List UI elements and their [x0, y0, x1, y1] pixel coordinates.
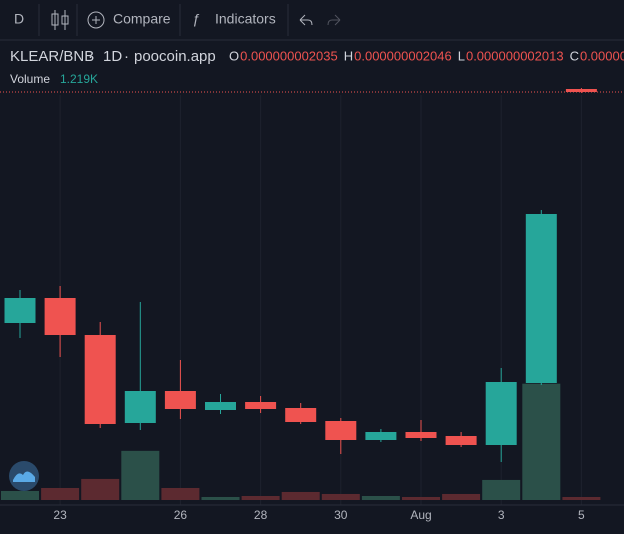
x-tick-label: Aug	[410, 508, 431, 522]
interval: 1D	[103, 48, 122, 65]
volume-bar	[562, 496, 601, 500]
candle-body	[4, 298, 36, 323]
volume-bar	[41, 487, 80, 500]
volume-bar	[482, 479, 521, 500]
undo-icon[interactable]	[299, 14, 313, 26]
x-tick-label: 30	[334, 508, 348, 522]
candle-body	[485, 382, 517, 445]
ohlc-value: 0.000000002013	[466, 48, 564, 63]
volume-bar	[281, 491, 320, 500]
volume-bar	[321, 493, 360, 500]
volume-bar	[241, 495, 280, 500]
volume-bar	[81, 478, 120, 500]
indicators-icon[interactable]: ƒ	[192, 11, 200, 27]
symbol: KLEAR/BNB	[10, 48, 94, 65]
ohlc-values: O 0.000000002035 H 0.000000002046 L 0.0000000…	[229, 48, 624, 63]
ohlc-key: L	[458, 48, 465, 63]
x-tick-label: 3	[498, 508, 505, 522]
candle-body	[164, 391, 196, 409]
ohlc-key: C	[570, 48, 579, 63]
compare-icon[interactable]	[87, 11, 105, 29]
candle-body	[285, 408, 317, 422]
plot-area: 23 26 28 30 Aug 3 5	[0, 88, 624, 522]
compare-button[interactable]: Compare	[113, 11, 171, 27]
source: poocoin.app	[134, 48, 216, 65]
volume-bar	[121, 450, 160, 500]
x-tick-label: 26	[174, 508, 188, 522]
volume-bar	[361, 495, 400, 500]
ohlc-value: 0.000000002046	[354, 48, 452, 63]
x-tick-label: 5	[578, 508, 585, 522]
redo-icon[interactable]	[327, 14, 341, 26]
candle-body	[124, 391, 156, 423]
candle-body	[325, 421, 357, 440]
candle-body	[205, 402, 236, 410]
volume-bar	[522, 383, 561, 500]
volume-bar	[442, 493, 481, 500]
indicators-button[interactable]: Indicators	[215, 11, 276, 27]
candle-type-icon[interactable]	[51, 10, 69, 30]
volume-bar	[1, 490, 39, 500]
ohlc-key: O	[229, 48, 239, 63]
volume-bar	[402, 496, 440, 500]
candle-body	[405, 432, 437, 438]
volume-title: Volume	[10, 72, 50, 86]
candle-body	[565, 89, 597, 92]
candle-body	[365, 432, 397, 440]
interval-button[interactable]: D	[14, 11, 24, 27]
volume-value: 1.219K	[60, 72, 98, 86]
x-tick-label: 23	[53, 508, 67, 522]
x-tick-label: 28	[254, 508, 268, 522]
toolbar: D Compare ƒ Indicators	[0, 4, 624, 41]
logo[interactable]	[9, 461, 39, 491]
volume-bar	[201, 496, 240, 500]
ohlc-value: 0.0000000	[580, 48, 624, 63]
separator-dot: ·	[88, 48, 93, 65]
candle-body	[445, 436, 477, 445]
volume-bar	[161, 487, 200, 500]
ohlc-key: H	[344, 48, 353, 63]
separator-dot: ·	[124, 48, 129, 65]
ohlc-value: 0.000000002035	[240, 48, 338, 63]
candle-body	[525, 214, 557, 383]
candle-body	[84, 335, 116, 424]
candle-body	[245, 402, 277, 409]
candle-body	[44, 298, 76, 335]
legend-header: KLEAR/BNB · 1D · poocoin.app O 0.00000000…	[10, 48, 624, 86]
